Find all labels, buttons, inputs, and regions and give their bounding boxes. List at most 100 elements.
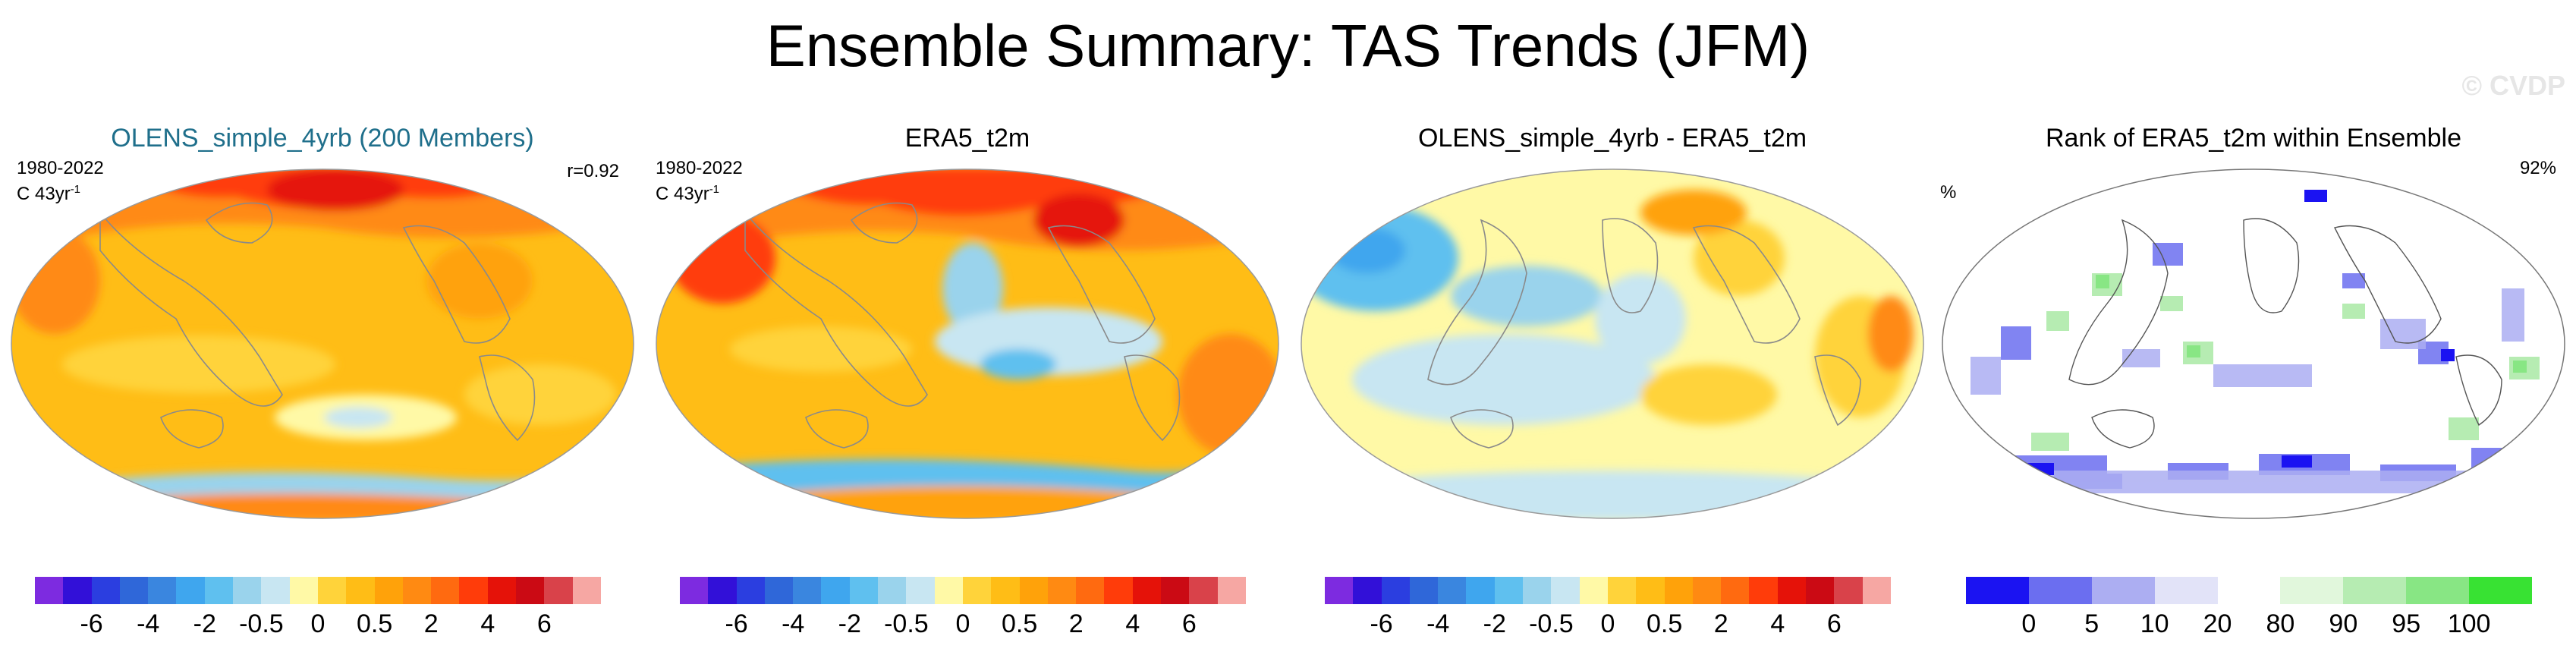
colorbar-box (2280, 577, 2344, 604)
colorbar-box (289, 577, 318, 604)
figure-title: Ensemble Summary: TAS Trends (JFM) (766, 12, 1810, 79)
colorbar-tick-label: 20 (2203, 609, 2232, 638)
colorbar-box (1466, 577, 1495, 604)
pattern-correlation: r=0.92 (567, 161, 619, 181)
colorbar-box (148, 577, 177, 604)
colorbar-tick-label: -6 (725, 609, 748, 638)
colorbar-trend (35, 577, 601, 604)
colorbar-tick-label: -2 (193, 609, 216, 638)
colorbar-box (1353, 577, 1382, 604)
colorbar-tick-labels: -6 -4 -2 -0.5 0 0.5 2 4 6 (1325, 609, 1891, 639)
colorbar-box (572, 577, 601, 604)
colorbar-box (1523, 577, 1552, 604)
colorbar-box (516, 577, 545, 604)
map-ensemble-mean (11, 168, 634, 519)
colorbar-box (1409, 577, 1439, 604)
colorbar-box (431, 577, 460, 604)
period-label: 1980-2022 (656, 158, 743, 178)
colorbar-tick-labels: -6 -4 -2 -0.5 0 0.5 2 4 6 (35, 609, 601, 639)
colorbar-box (1721, 577, 1750, 604)
map-difference (1301, 168, 1924, 519)
colorbar-tick-label: 2 (1713, 609, 1728, 638)
colorbar-tick-label: 6 (1826, 609, 1842, 638)
colorbar-box (1834, 577, 1863, 604)
colorbar-tick-label: -2 (838, 609, 861, 638)
colorbar-tick-label: 100 (2447, 609, 2491, 638)
panel-title: OLENS_simple_4yrb (200 Members) (111, 124, 534, 153)
colorbar-box (906, 577, 935, 604)
colorbar-box (736, 577, 765, 604)
colorbar-tick-label: 95 (2392, 609, 2421, 638)
cvdp-watermark: © CVDP (2461, 70, 2565, 101)
colorbar-tick-label: 4 (480, 609, 495, 638)
colorbar-box (1692, 577, 1722, 604)
colorbar-box (1132, 577, 1162, 604)
colorbar-box (1325, 577, 1354, 604)
colorbar-box (793, 577, 822, 604)
colorbar-box (374, 577, 403, 604)
colorbar-tick-label: -4 (782, 609, 805, 638)
colorbar-tick-label: 0.5 (1001, 609, 1038, 638)
panel-difference: OLENS_simple_4yrb - ERA5_t2m (1290, 114, 1935, 638)
units-label: C 43yr-1 (656, 183, 720, 204)
colorbar-tick-label: -0.5 (1529, 609, 1574, 638)
colorbar-box (821, 577, 850, 604)
colorbar-tick-label: 0 (2021, 609, 2037, 638)
colorbar-box (487, 577, 517, 604)
colorbar-tick-label: 0 (955, 609, 970, 638)
colorbar-box (91, 577, 120, 604)
colorbar-box (1664, 577, 1693, 604)
colorbar-box (1777, 577, 1807, 604)
colorbar-box (346, 577, 375, 604)
colorbar-box (2343, 577, 2407, 604)
colorbar-trend (1325, 577, 1891, 604)
colorbar-tick-labels: 0 5 10 20 80 90 95 100 (1966, 609, 2532, 639)
colorbar-tick-label: 0.5 (1646, 609, 1683, 638)
colorbar-tick-label: 80 (2266, 609, 2295, 638)
colorbar-tick-label: -6 (1370, 609, 1393, 638)
colorbar-box (1104, 577, 1133, 604)
colorbar-box (849, 577, 879, 604)
colorbar-tick-label: 4 (1125, 609, 1140, 638)
colorbar-tick-label: 0.5 (356, 609, 393, 638)
colorbar-tick-label: 0 (1600, 609, 1615, 638)
colorbar-box (402, 577, 432, 604)
colorbar-tick-label: 0 (310, 609, 326, 638)
colorbar-box (35, 577, 64, 604)
colorbar-box (2406, 577, 2470, 604)
colorbar-box (1607, 577, 1637, 604)
colorbar-box (1438, 577, 1467, 604)
colorbar-tick-label: -0.5 (239, 609, 284, 638)
colorbar-box (2217, 577, 2281, 604)
colorbar-tick-label: 6 (1181, 609, 1197, 638)
panel-ensemble-mean: OLENS_simple_4yrb (200 Members) 1980-202… (0, 114, 645, 638)
colorbar-box (680, 577, 709, 604)
colorbar-trend (680, 577, 1246, 604)
colorbar-tick-label: -2 (1483, 609, 1506, 638)
panel-title: ERA5_t2m (904, 124, 1030, 153)
rank-percentage: 92% (2519, 158, 2556, 178)
colorbar-rank (1966, 577, 2533, 604)
panel-title: Rank of ERA5_t2m within Ensemble (2045, 124, 2462, 153)
colorbar-box (1862, 577, 1891, 604)
colorbar-tick-label: -6 (80, 609, 103, 638)
colorbar-box (2028, 577, 2092, 604)
colorbar-box (708, 577, 737, 604)
colorbar-tick-label: 2 (1068, 609, 1084, 638)
colorbar-box (544, 577, 573, 604)
panel-rank: Rank of ERA5_t2m within Ensemble % 92% (1931, 114, 2576, 638)
panel-title: OLENS_simple_4yrb - ERA5_t2m (1417, 124, 1807, 153)
colorbar-box (317, 577, 347, 604)
colorbar-box (1019, 577, 1048, 604)
colorbar-box (1047, 577, 1077, 604)
colorbar-tick-label: 6 (536, 609, 552, 638)
units-label: C 43yr-1 (17, 183, 81, 204)
colorbar-box (1966, 577, 2029, 604)
colorbar-box (233, 577, 262, 604)
colorbar-tick-label: -4 (1426, 609, 1450, 638)
colorbar-tick-label: 4 (1770, 609, 1785, 638)
units-label: % (1940, 182, 1957, 203)
colorbar-tick-label: 5 (2084, 609, 2099, 638)
map-observed (656, 168, 1279, 519)
colorbar-tick-label: 90 (2329, 609, 2358, 638)
